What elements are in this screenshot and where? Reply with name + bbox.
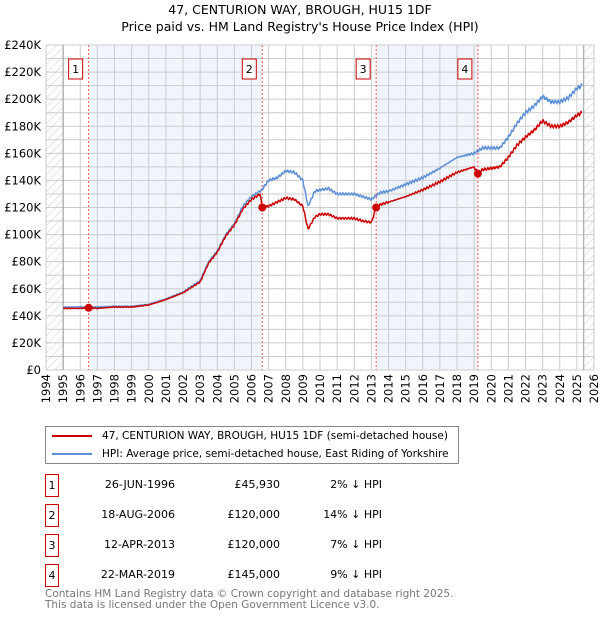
sale-marker-number: 4	[45, 564, 59, 587]
sale-row: 4 22-MAR-2019 £145,000 9% ↓ HPI	[45, 564, 465, 587]
x-tick-label: 2015	[399, 374, 413, 403]
sale-price: £45,930	[234, 478, 281, 491]
x-tick-label: 2009	[296, 374, 310, 403]
y-tick-label: £180K	[4, 119, 41, 133]
y-tick-label: £120K	[4, 201, 41, 215]
sale-label: 4	[461, 63, 468, 76]
sale-hpi-diff: 2% ↓ HPI	[330, 478, 382, 491]
x-tick-label: 2023	[536, 374, 550, 403]
x-tick-label: 2002	[176, 374, 190, 403]
x-tick-label: 2014	[382, 374, 396, 403]
chart-subtitle: Price paid vs. HM Land Registry's House …	[121, 19, 479, 34]
plot-area: £0 £20K £40K £60K £80K £100K £120K £140K £160K £1…	[4, 38, 600, 403]
sale-date: 22-MAR-2019	[100, 568, 175, 581]
x-tick-label: 2001	[159, 374, 173, 403]
x-tick-label: 2008	[279, 374, 293, 403]
property-price-line	[62, 110, 583, 310]
x-tick-label: 2016	[416, 374, 430, 403]
footer-line-2: This data is licensed under the Open Gov…	[45, 599, 380, 611]
footer-line-1: Contains HM Land Registry data © Crown c…	[45, 588, 454, 600]
sale-marker-number: 2	[45, 504, 59, 527]
legend-label-property: 47, CENTURION WAY, BROUGH, HU15 1DF (sem…	[102, 430, 448, 442]
x-tick-label: 2010	[313, 374, 327, 403]
x-tick-label: 1999	[125, 374, 139, 403]
x-tick-label: 2020	[484, 374, 498, 403]
x-tick-label: 1996	[73, 374, 87, 403]
sale-label-box	[355, 58, 371, 80]
sale-hpi-diff: 7% ↓ HPI	[330, 538, 382, 551]
y-tick-label: £200K	[4, 92, 41, 106]
sale-date: 12-APR-2013	[103, 538, 175, 551]
x-tick-label: 2000	[142, 374, 156, 403]
legend-label-hpi: HPI: Average price, semi-detached house,…	[102, 448, 449, 460]
x-tick-label: 2025	[570, 374, 584, 403]
y-tick-label: £220K	[4, 65, 41, 79]
x-tick-label: 2003	[193, 374, 207, 403]
x-tick-label: 2021	[501, 374, 515, 403]
sale-label: 3	[360, 63, 367, 76]
sale-marker-number: 3	[45, 534, 59, 557]
sale-point	[84, 303, 93, 312]
y-tick-label: £60K	[12, 282, 42, 296]
y-tick-label: £20K	[12, 336, 42, 350]
sale-hpi-diff: 14% ↓ HPI	[323, 508, 382, 521]
x-tick-label: 2018	[450, 374, 464, 403]
sale-price: £120,000	[227, 538, 281, 551]
sale-point	[372, 203, 381, 212]
sale-point	[258, 203, 267, 212]
x-tick-label: 1998	[108, 374, 122, 403]
x-tick-label: 2022	[519, 374, 533, 403]
sale-row: 3 12-APR-2013 £120,000 7% ↓ HPI	[45, 534, 465, 557]
legend: 47, CENTURION WAY, BROUGH, HU15 1DF (sem…	[45, 426, 459, 464]
x-tick-label: 2017	[433, 374, 447, 403]
x-tick-label: 2026	[587, 374, 600, 403]
sale-label: 2	[246, 63, 253, 76]
sale-date: 26-JUN-1996	[104, 478, 175, 491]
sale-row: 1 26-JUN-1996 £45,930 2% ↓ HPI	[45, 474, 465, 497]
sale-hpi-diff: 9% ↓ HPI	[330, 568, 382, 581]
y-tick-label: £140K	[4, 173, 41, 187]
x-tick-label: 2006	[245, 374, 259, 403]
x-tick-label: 2024	[553, 374, 567, 403]
x-tick-label: 2019	[467, 374, 481, 403]
x-tick-label: 1997	[90, 374, 104, 403]
sale-price: £120,000	[227, 508, 281, 521]
legend-swatch-property	[52, 435, 92, 437]
sale-label: 1	[72, 63, 79, 76]
x-tick-label: 2012	[347, 374, 361, 403]
x-tick-label: 2011	[330, 374, 344, 403]
x-tick-label: 2005	[227, 374, 241, 403]
y-tick-label: £80K	[12, 255, 42, 269]
sale-point	[473, 169, 482, 178]
y-tick-label: £0	[26, 363, 41, 377]
sale-label-box	[241, 58, 257, 80]
sale-label-box	[457, 58, 473, 80]
y-tick-label: £160K	[4, 146, 41, 160]
x-tick-label: 2013	[364, 374, 378, 403]
chart-title: 47, CENTURION WAY, BROUGH, HU15 1DF	[168, 2, 432, 17]
sale-date: 18-AUG-2006	[101, 508, 175, 521]
y-tick-label: £100K	[4, 228, 41, 242]
x-tick-label: 2007	[262, 374, 276, 403]
x-tick-label: 2004	[210, 374, 224, 403]
footer: Contains HM Land Registry data © Crown c…	[45, 589, 453, 611]
legend-swatch-hpi	[52, 453, 92, 455]
sale-marker-number: 1	[45, 474, 59, 497]
sale-label-box	[68, 58, 84, 80]
sale-row: 2 18-AUG-2006 £120,000 14% ↓ HPI	[45, 504, 465, 527]
sale-price: £145,000	[227, 568, 281, 581]
x-tick-label: 1994	[39, 374, 53, 403]
y-tick-label: £40K	[12, 309, 42, 323]
x-tick-label: 1995	[56, 374, 70, 403]
y-tick-label: £240K	[4, 38, 41, 52]
